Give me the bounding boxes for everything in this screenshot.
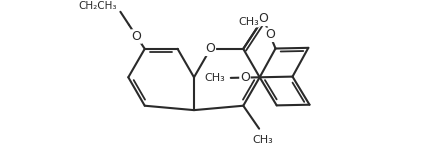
Text: CH₃: CH₃ xyxy=(238,17,259,27)
Text: CH₂CH₃: CH₂CH₃ xyxy=(78,1,116,11)
Text: CH₃: CH₃ xyxy=(253,135,274,145)
Text: O: O xyxy=(205,42,215,55)
Text: O: O xyxy=(240,71,250,84)
Text: O: O xyxy=(132,30,142,43)
Text: O: O xyxy=(265,28,275,41)
Text: O: O xyxy=(258,12,268,25)
Text: CH₃: CH₃ xyxy=(204,73,225,83)
